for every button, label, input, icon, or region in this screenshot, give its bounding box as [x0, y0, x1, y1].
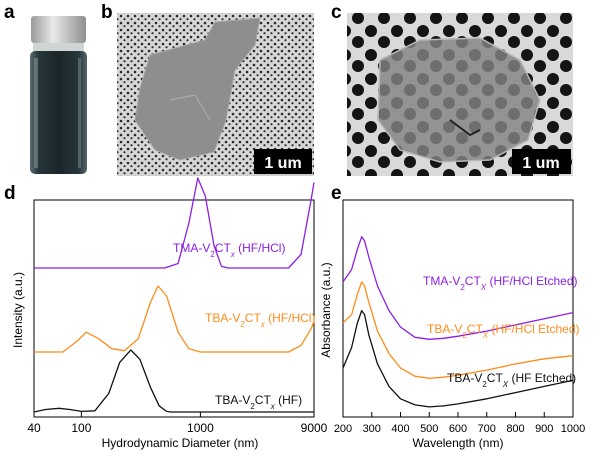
- panel-label-b: b: [101, 2, 113, 23]
- chart-d-dls: 40 100 1000 9000 Intensity (a.u.) Hydrodyna…: [11, 177, 328, 450]
- chart-e-xtick-label: 600: [449, 423, 467, 435]
- chart-e-xtick-label: 700: [478, 423, 496, 435]
- chart-e-series-line: [342, 281, 574, 379]
- legend-d-tma: TMA-V2CTx (HF/HCl): [173, 241, 285, 259]
- chart-e-uvvis: 200 300 400 500 600 700 800 900 1000 Absorbance …: [319, 199, 585, 450]
- chart-d-series-line: [34, 177, 315, 269]
- panel-b-sem-image: 1 um: [117, 13, 314, 176]
- chart-e-xtick-label: 200: [334, 423, 352, 435]
- panel-c-sem-image: 1 um: [347, 13, 573, 176]
- panel-label-d: d: [4, 183, 16, 204]
- legend-e-tba-hf: TBA-V2CTX (HF Etched): [447, 371, 576, 389]
- scale-bar-b-label: 1 um: [264, 155, 301, 172]
- scale-bar-c-box: [512, 149, 571, 174]
- chart-d-xtick-label: 100: [71, 421, 91, 435]
- chart-e-xtick-label: 800: [506, 423, 524, 435]
- panel-label-e: e: [331, 183, 342, 204]
- chart-e-xtick-label: 900: [535, 423, 553, 435]
- chart-d-series-line: [33, 349, 314, 413]
- chart-d-xlabel: Hydrodynamic Diameter (nm): [102, 436, 259, 450]
- chart-e-xtick-label: 300: [363, 423, 381, 435]
- chart-e-xtick-label: 500: [420, 423, 438, 435]
- vial-body: [30, 51, 87, 174]
- panel-a-vial-photo: [22, 14, 94, 176]
- plot-frame-d: [33, 199, 315, 418]
- sem-flake-c: [377, 37, 541, 163]
- chart-d-xtick-label: 9000: [301, 421, 328, 435]
- sem-flake-b: [134, 17, 261, 161]
- chart-e-series-line: [342, 309, 574, 408]
- chart-d-ylabel: Intensity (a.u.): [11, 272, 25, 348]
- legend-e-tma: TMA-V2CTX (HF/HCl Etched): [423, 274, 578, 292]
- chart-e-series-line: [342, 236, 574, 340]
- scale-bar-b-box: [254, 149, 312, 174]
- chart-e-xlabel: Wavelength (nm): [413, 436, 504, 450]
- chart-d-xtick-label: 40: [27, 421, 41, 435]
- scale-bar-c-label: 1 um: [522, 155, 559, 172]
- vial-cap: [31, 16, 86, 43]
- legend-d-tba-hf: TBA-V2CTx (HF): [215, 393, 302, 411]
- chart-e-xtick-label: 400: [391, 423, 409, 435]
- panel-label-c: c: [331, 2, 342, 23]
- chart-e-xtick-label: 1000: [561, 423, 585, 435]
- chart-d-xtick-label: 1000: [187, 421, 214, 435]
- chart-d-series-line: [34, 285, 315, 353]
- chart-e-ylabel: Absorbance (a.u.): [319, 262, 333, 357]
- legend-d-tba-hfhcl: TBA-V2CTx (HF/HCl): [205, 311, 315, 329]
- panel-label-a: a: [4, 2, 15, 23]
